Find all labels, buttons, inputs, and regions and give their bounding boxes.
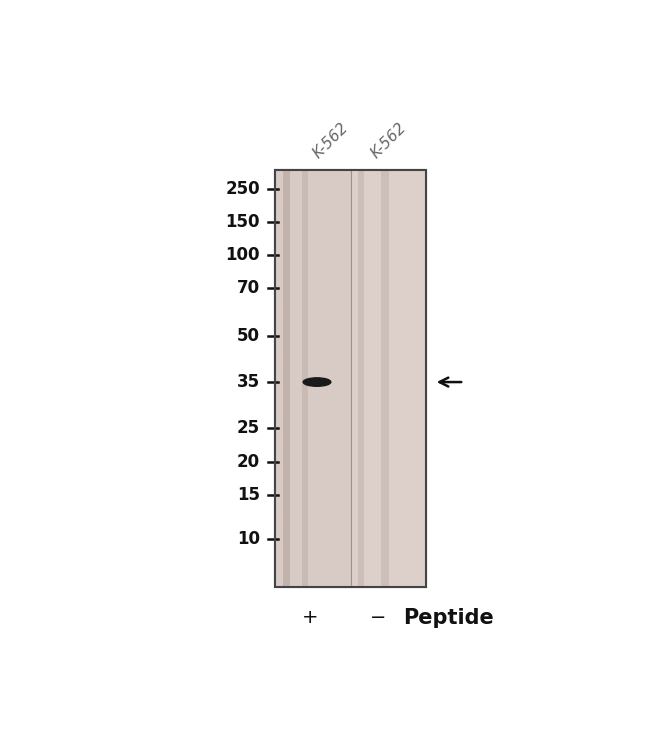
Text: 20: 20 <box>237 452 260 471</box>
Bar <box>275 170 426 586</box>
Bar <box>351 170 426 586</box>
Text: 100: 100 <box>226 246 260 264</box>
Text: 35: 35 <box>237 373 260 391</box>
Bar <box>302 170 309 586</box>
Text: K-562: K-562 <box>311 120 352 161</box>
Bar <box>358 170 365 586</box>
Text: 250: 250 <box>226 180 260 198</box>
Bar <box>283 170 289 586</box>
Text: +: + <box>302 608 318 627</box>
Text: Peptide: Peptide <box>404 608 495 627</box>
Text: 10: 10 <box>237 530 260 548</box>
Text: 15: 15 <box>237 486 260 504</box>
Text: 25: 25 <box>237 419 260 437</box>
Text: 70: 70 <box>237 280 260 297</box>
Text: K-562: K-562 <box>369 120 410 161</box>
Bar <box>275 170 351 586</box>
Text: 50: 50 <box>237 327 260 345</box>
Bar <box>275 170 426 586</box>
Text: 150: 150 <box>226 213 260 231</box>
Bar <box>381 170 389 586</box>
Ellipse shape <box>303 378 331 386</box>
Text: −: − <box>370 608 387 627</box>
